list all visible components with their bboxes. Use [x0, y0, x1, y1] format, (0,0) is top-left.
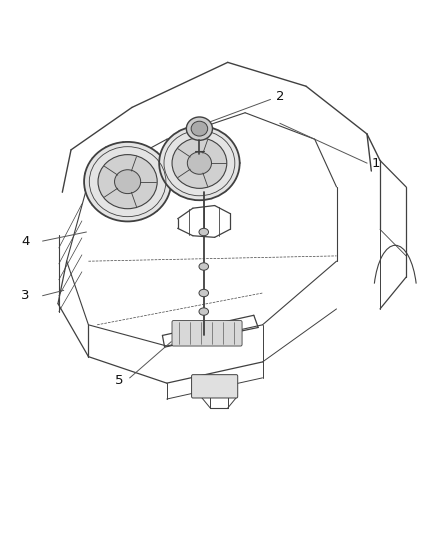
Ellipse shape — [191, 121, 208, 136]
Text: 2: 2 — [276, 90, 284, 103]
Text: 1: 1 — [371, 157, 380, 169]
Ellipse shape — [199, 263, 208, 270]
Ellipse shape — [199, 228, 208, 236]
Ellipse shape — [199, 289, 208, 297]
Text: 5: 5 — [115, 374, 123, 387]
Ellipse shape — [172, 138, 227, 188]
FancyBboxPatch shape — [172, 320, 242, 346]
FancyBboxPatch shape — [191, 375, 238, 398]
Ellipse shape — [187, 152, 212, 174]
Ellipse shape — [98, 155, 157, 209]
Ellipse shape — [186, 117, 212, 140]
Text: 3: 3 — [21, 289, 30, 302]
Ellipse shape — [115, 169, 141, 193]
Ellipse shape — [199, 308, 208, 316]
Ellipse shape — [159, 126, 240, 200]
Text: 4: 4 — [21, 235, 29, 247]
Ellipse shape — [84, 142, 171, 221]
